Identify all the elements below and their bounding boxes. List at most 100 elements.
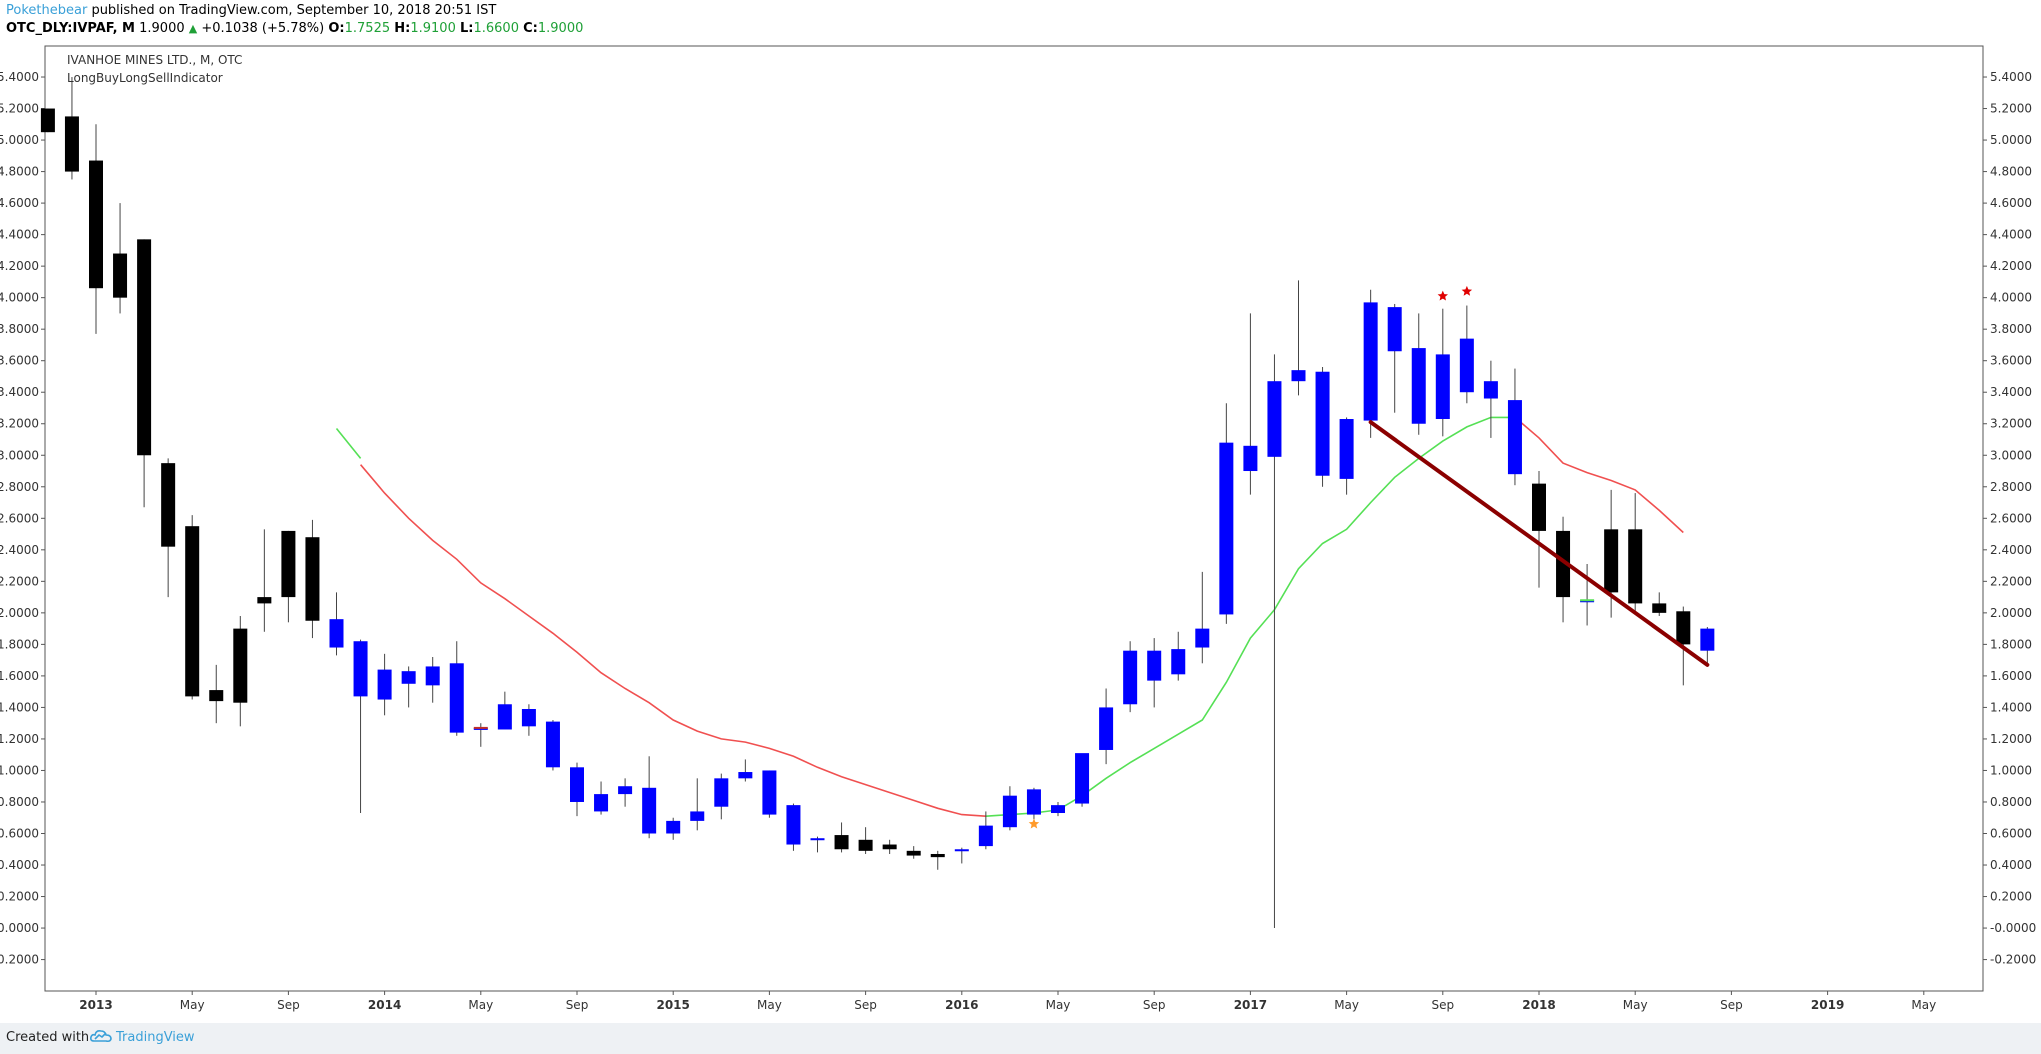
y-tick-label-left: 4.6000 <box>0 196 39 210</box>
price-chart[interactable]: -0.2000 -0.0000 0.2000 0.4000 0.6000 0.8000 1.… <box>0 0 2041 1023</box>
y-tick-label-right: 4.8000 <box>1990 165 2032 179</box>
y-tick-label-right: 2.4000 <box>1990 543 2032 557</box>
x-tick-label: 2016 <box>945 998 978 1012</box>
footer: Created with TradingView <box>0 1023 2041 1054</box>
y-tick-label-left: -0.2000 <box>0 953 39 967</box>
candle-up <box>353 641 368 697</box>
candle-up <box>618 786 633 795</box>
high-label: H: <box>394 21 411 36</box>
x-tick-label: 2017 <box>1234 998 1267 1012</box>
tradingview-brand-link[interactable]: TradingView <box>116 1030 195 1045</box>
x-tick-label: 2013 <box>79 998 112 1012</box>
high-value: 1.9100 <box>410 21 456 36</box>
candle-up <box>810 838 825 841</box>
candle-up <box>1195 628 1210 648</box>
candle-up <box>1363 302 1378 421</box>
sell-star-icon <box>1461 285 1473 296</box>
candle-down <box>161 463 176 547</box>
y-tick-label-left: 3.4000 <box>0 385 39 399</box>
right-price-axis[interactable]: -0.2000 -0.0000 0.2000 0.4000 0.6000 0.8000 1.… <box>1983 70 2036 967</box>
y-tick-label-right: 1.4000 <box>1990 700 2032 714</box>
x-tick-label: 2019 <box>1811 998 1844 1012</box>
y-tick-label-left: 3.6000 <box>0 354 39 368</box>
x-tick-label: May <box>1334 998 1359 1012</box>
candle-up <box>1459 338 1474 393</box>
publisher-link[interactable]: Pokethebear <box>6 3 88 18</box>
x-tick-label: May <box>1623 998 1648 1012</box>
y-tick-label-left: 2.8000 <box>0 480 39 494</box>
candle-up <box>1315 371 1330 476</box>
y-tick-label-left: 0.8000 <box>0 795 39 809</box>
symbol-name: OTC_DLY:IVPAF, M <box>6 21 135 36</box>
y-tick-label-right: -0.0000 <box>1990 921 2036 935</box>
candle-up <box>666 820 681 834</box>
y-tick-label-right: 1.2000 <box>1990 732 2032 746</box>
candle-up <box>1075 753 1090 804</box>
candle-up <box>1099 707 1114 750</box>
candle-up <box>1387 307 1402 352</box>
x-tick-label: Sep <box>566 998 589 1012</box>
y-tick-label-right: 4.2000 <box>1990 259 2032 273</box>
y-tick-label-left: 5.4000 <box>0 70 39 84</box>
candle-up <box>449 663 464 733</box>
tradingview-cloud-icon[interactable] <box>90 1027 112 1045</box>
candle-up <box>738 772 753 779</box>
y-tick-label-right: -0.2000 <box>1990 953 2036 967</box>
chart-legend-title: IVANHOE MINES LTD., M, OTC <box>67 53 242 67</box>
candle-up <box>1171 649 1186 675</box>
signal-markers <box>1028 285 1473 829</box>
x-tick-label: May <box>180 998 205 1012</box>
time-axis[interactable]: 2013 May Sep 2014 May Sep 2015 May Sep 2016 May Sep… <box>79 991 1936 1012</box>
y-tick-label-right: 1.8000 <box>1990 637 2032 651</box>
candle-down <box>882 844 897 850</box>
candle-up <box>594 794 609 812</box>
y-tick-label-right: 3.2000 <box>1990 417 2032 431</box>
y-tick-label-right: 5.4000 <box>1990 70 2032 84</box>
y-tick-label-right: 2.8000 <box>1990 480 2032 494</box>
symbol-line: OTC_DLY:IVPAF, M 1.9000 ▲ +0.1038 (+5.78… <box>6 21 583 36</box>
y-tick-label-left: 3.0000 <box>0 448 39 462</box>
y-tick-label-right: 3.8000 <box>1990 322 2032 336</box>
y-tick-label-right: 5.2000 <box>1990 102 2032 116</box>
y-tick-label-right: 2.2000 <box>1990 574 2032 588</box>
y-tick-label-right: 0.8000 <box>1990 795 2032 809</box>
y-tick-label-right: 4.0000 <box>1990 291 2032 305</box>
y-tick-label-right: 2.0000 <box>1990 606 2032 620</box>
close-value: 1.9000 <box>537 21 584 36</box>
candle-up <box>1700 628 1715 651</box>
candle-up <box>545 721 560 768</box>
candle-up <box>570 767 584 802</box>
candle-down <box>834 835 849 850</box>
x-tick-label: May <box>468 998 493 1012</box>
y-tick-label-left: 2.4000 <box>0 543 39 557</box>
y-tick-label-left: 2.0000 <box>0 606 39 620</box>
candle-up <box>1026 789 1041 815</box>
y-tick-label-left: 4.4000 <box>0 228 39 242</box>
y-tick-label-left: 3.8000 <box>0 322 39 336</box>
candle-up <box>954 849 969 852</box>
y-tick-label-left: 4.0000 <box>0 291 39 305</box>
moving-averages <box>335 416 1684 817</box>
candle-down <box>89 160 103 289</box>
y-tick-label-left: 1.8000 <box>0 637 39 651</box>
candle-up <box>786 805 801 845</box>
y-tick-label-right: 0.4000 <box>1990 858 2032 872</box>
y-tick-label-right: 3.6000 <box>1990 354 2032 368</box>
candle-up <box>642 787 657 834</box>
last-price: 1.9000 <box>139 21 185 36</box>
candle-up <box>1219 442 1234 615</box>
x-tick-label: Sep <box>854 998 877 1012</box>
y-tick-label-left: 5.0000 <box>0 133 39 147</box>
candle-up <box>497 704 512 730</box>
candle-down <box>64 116 79 172</box>
candle-up <box>690 811 705 821</box>
candle-up <box>1507 400 1522 475</box>
x-tick-label: 2014 <box>368 998 401 1012</box>
published-text: published on TradingView.com, September … <box>91 3 497 18</box>
x-tick-label: Sep <box>277 998 300 1012</box>
publish-line: Pokethebear published on TradingView.com… <box>6 3 496 18</box>
candle-up <box>401 671 416 684</box>
y-tick-label-left: -0.0000 <box>0 921 39 935</box>
candles <box>40 77 1715 929</box>
candle-up <box>1291 370 1306 382</box>
